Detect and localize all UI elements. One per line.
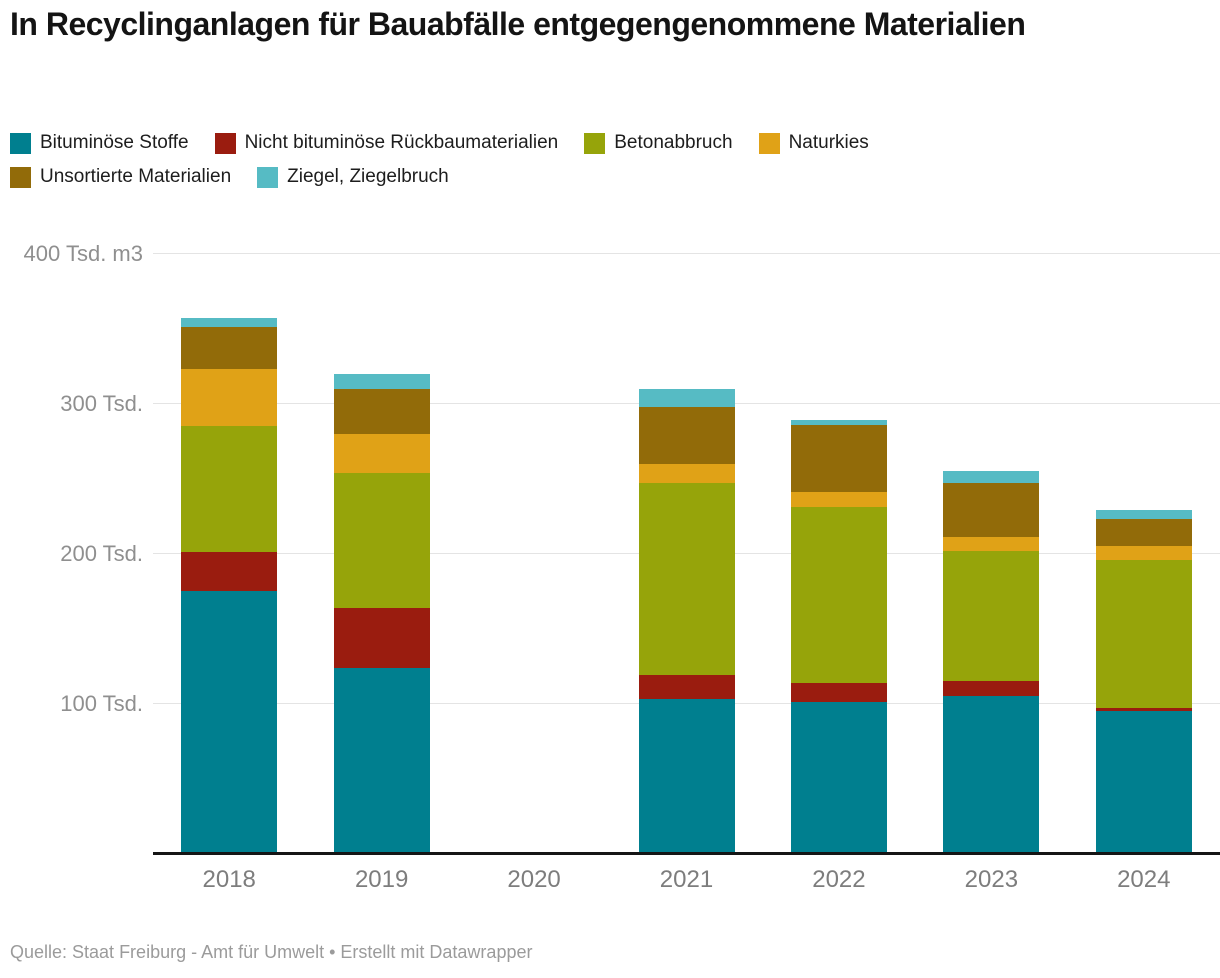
bar-segment-2024-series-5[interactable] [1095,510,1192,519]
bar-segment-2023-series-4[interactable] [943,483,1040,537]
legend-swatch [758,132,780,154]
bar-2019 [333,373,430,852]
y-tick-label: 100 Tsd. [0,691,143,717]
legend-row: Unsortierte Materialien Ziegel, Ziegelbru… [10,166,1210,188]
x-axis-label-2018: 2018 [202,866,256,893]
bar-segment-2023-series-5[interactable] [943,471,1040,483]
bar-2021 [638,388,735,852]
bar-segment-2018-series-2[interactable] [181,426,278,552]
bar-segment-2018-series-1[interactable] [181,552,278,591]
bar-segment-2019-series-5[interactable] [333,373,430,389]
x-axis-labels: 2018 2019 2020 2021 2022 2023 2024 [0,866,1220,896]
bar-segment-2024-series-3[interactable] [1095,546,1192,560]
bar-segment-2022-series-2[interactable] [790,507,887,683]
legend-swatch [10,132,31,154]
bar-segment-2021-series-1[interactable] [638,675,735,699]
bar-segment-2024-series-0[interactable] [1095,711,1192,852]
x-axis-label-2019: 2019 [354,866,409,893]
bar-2023 [943,471,1040,852]
legend-swatch [214,132,236,154]
legend: Bituminöse Stoffe Nicht bituminöse Rückba… [10,132,1210,200]
legend-item: Bituminöse Stoffe [10,132,189,154]
bar-2018 [181,318,278,852]
bar-segment-2022-series-3[interactable] [790,492,887,507]
source-line: Quelle: Staat Freiburg - Amt für Umwelt … [10,942,533,962]
legend-label: Naturkies [788,132,869,153]
bar-2022 [790,420,887,852]
bar-segment-2019-series-3[interactable] [333,433,430,473]
legend-label: Ziegel, Ziegelbruch [287,166,449,187]
bar-segment-2021-series-5[interactable] [638,388,735,407]
gridline-400 [153,253,1220,254]
legend-label: Unsortierte Materialien [40,166,232,187]
bar-segment-2019-series-2[interactable] [333,472,430,608]
bar-segment-2023-series-2[interactable] [943,550,1040,681]
x-axis-line [153,852,1220,855]
legend-swatch [10,166,31,188]
bar-segment-2022-series-1[interactable] [790,682,887,702]
bar-segment-2019-series-1[interactable] [333,607,430,668]
bar-segment-2021-series-3[interactable] [638,463,735,483]
legend-swatch [257,166,279,188]
bar-segment-2024-series-1[interactable] [1095,708,1192,711]
legend-item: Ziegel, Ziegelbruch [257,166,449,188]
bar-segment-2022-series-4[interactable] [790,424,887,492]
y-tick-label: 400 Tsd. m3 [0,241,143,267]
bar-segment-2023-series-1[interactable] [943,681,1040,696]
bar-segment-2024-series-2[interactable] [1095,559,1192,708]
chart-title: In Recyclinganlagen für Bauabfälle entge… [10,6,1026,42]
bar-segment-2023-series-3[interactable] [943,537,1040,551]
y-tick-label: 300 Tsd. [0,391,143,417]
x-axis-label-2023: 2023 [964,866,1019,893]
legend-label: Betonabbruch [614,132,733,153]
bar-segment-2021-series-2[interactable] [638,483,735,675]
bar-segment-2019-series-0[interactable] [333,667,430,852]
y-tick-label: 200 Tsd. [0,541,143,567]
legend-item: Naturkies [758,132,869,154]
bar-segment-2021-series-0[interactable] [638,699,735,852]
x-axis-label-2021: 2021 [659,866,714,893]
x-axis-label-2024: 2024 [1117,866,1171,893]
bar-segment-2021-series-4[interactable] [638,406,735,464]
legend-label: Nicht bituminöse Rückbaumaterialien [244,132,559,153]
bar-segment-2019-series-4[interactable] [333,388,430,434]
legend-item: Betonabbruch [584,132,733,154]
bar-segment-2022-series-0[interactable] [790,702,887,852]
bar-segment-2018-series-5[interactable] [181,318,278,327]
legend-label: Bituminöse Stoffe [40,132,189,153]
bar-segment-2022-series-5[interactable] [790,420,887,425]
bar-segment-2023-series-0[interactable] [943,696,1040,852]
legend-swatch [584,132,606,154]
legend-row: Bituminöse Stoffe Nicht bituminöse Rückba… [10,132,1210,154]
x-axis-label-2020: 2020 [507,866,561,893]
legend-item: Unsortierte Materialien [10,166,231,188]
bar-segment-2018-series-0[interactable] [181,591,278,852]
bar-segment-2018-series-4[interactable] [181,327,278,369]
x-axis-label-2022: 2022 [812,866,866,893]
bar-segment-2024-series-4[interactable] [1095,519,1192,546]
legend-item: Nicht bituminöse Rückbaumaterialien [214,132,559,154]
bar-2024 [1095,510,1192,852]
bar-segment-2018-series-3[interactable] [181,369,278,426]
plot-area: 400 Tsd. m3 300 Tsd. 200 Tsd. 100 Tsd. [0,241,1220,855]
